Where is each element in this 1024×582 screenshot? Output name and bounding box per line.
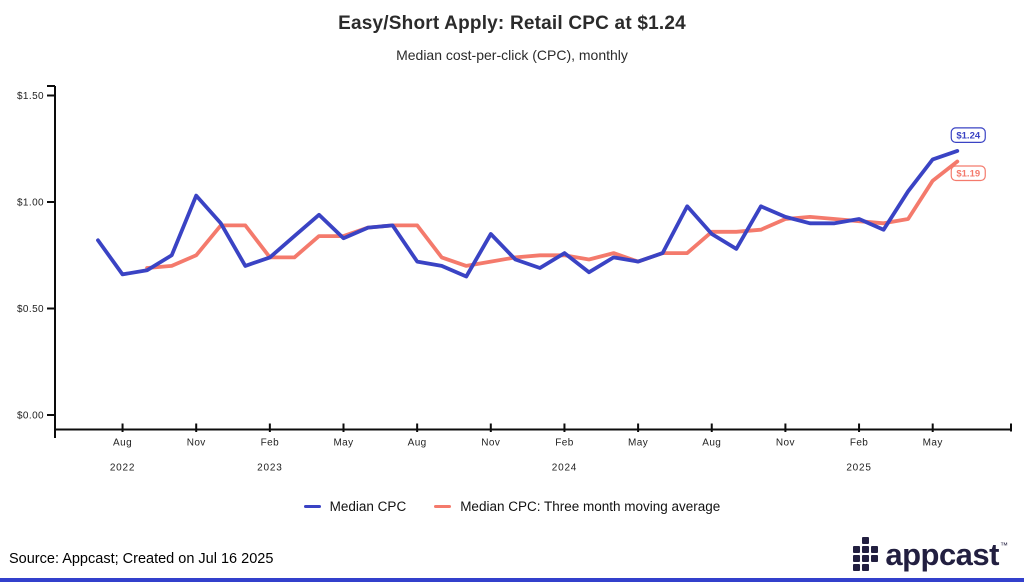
- appcast-logo-square: [862, 546, 870, 553]
- x-axis-tick-label: Nov: [776, 438, 795, 449]
- moving-average-line: [145, 159, 960, 270]
- legend-swatch-median-cpc: [303, 504, 321, 509]
- y-axis-tick-label: $1.00: [17, 198, 44, 209]
- appcast-logo-square: [853, 555, 861, 562]
- x-axis-tick-label: Nov: [187, 438, 206, 449]
- appcast-logo-square: [871, 555, 879, 562]
- y-axis-tick-label: $1.50: [17, 91, 44, 102]
- appcast-logo-square: [871, 546, 879, 553]
- y-axis-tick-label: $0.00: [17, 411, 44, 422]
- x-axis-year-label: 2022: [110, 463, 135, 474]
- appcast-logo-square: [862, 564, 870, 571]
- y-axis-tick-label: $0.50: [17, 304, 44, 315]
- x-axis-tick-label: Feb: [261, 438, 279, 449]
- trademark-symbol: ™: [1000, 540, 1008, 550]
- appcast-logo-square: [853, 537, 860, 544]
- x-axis-tick-label: Aug: [702, 438, 721, 449]
- appcast-logo-square: [871, 537, 878, 544]
- end-label-box-moving-average: [950, 165, 986, 182]
- appcast-logo-square: [853, 564, 861, 571]
- appcast-logo-square: [853, 546, 861, 553]
- legend-item-moving-average: Median CPC: Three month moving average: [434, 499, 720, 514]
- appcast-logo-text: appcast: [885, 536, 999, 572]
- chart-title: Easy/Short Apply: Retail CPC at $1.24: [338, 13, 686, 34]
- cpc-line-chart: $0.00 $0.50 $1.00 $1.50 Aug Nov Feb May Aug Nov Fe…: [17, 85, 1012, 474]
- appcast-logo-mark-icon: [853, 537, 879, 571]
- end-label-box-median-cpc: [950, 127, 986, 143]
- median-cpc-line: [96, 148, 960, 279]
- end-label-value-median-cpc: $1.24: [956, 130, 980, 141]
- x-axis-year-label: 2023: [257, 463, 282, 474]
- bottom-accent-bar: [0, 578, 1024, 582]
- x-axis-year-label: 2024: [552, 463, 577, 474]
- legend-label-median-cpc: Median CPC: [329, 499, 407, 514]
- x-axis-tick-label: May: [923, 438, 943, 449]
- legend-item-median-cpc: Median CPC: [303, 499, 407, 514]
- appcast-logo: appcast ™: [853, 537, 1008, 571]
- x-axis-tick-label: May: [628, 438, 648, 449]
- x-axis-tick-label: Aug: [408, 438, 427, 449]
- x-axis-tick-label: Aug: [113, 438, 132, 449]
- x-axis-year-label: 2025: [846, 463, 871, 474]
- x-axis-tick-label: Nov: [481, 438, 500, 449]
- x-axis-tick-label: May: [333, 438, 353, 449]
- legend-label-moving-average: Median CPC: Three month moving average: [460, 499, 721, 514]
- appcast-logo-square: [862, 555, 870, 562]
- appcast-logo-square: [862, 537, 870, 544]
- x-axis-tick-label: Feb: [850, 438, 868, 449]
- legend-swatch-moving-average: [434, 504, 452, 509]
- chart-legend: Median CPC Median CPC: Three month movin…: [0, 499, 1024, 514]
- chart-subtitle: Median cost-per-click (CPC), monthly: [396, 47, 628, 63]
- appcast-logo-square: [871, 564, 878, 571]
- end-label-value-moving-average: $1.19: [956, 169, 980, 180]
- x-axis-tick-label: Feb: [555, 438, 573, 449]
- source-attribution-text: Source: Appcast; Created on Jul 16 2025: [9, 551, 274, 567]
- appcast-logo-wordmark: appcast ™: [885, 539, 1008, 570]
